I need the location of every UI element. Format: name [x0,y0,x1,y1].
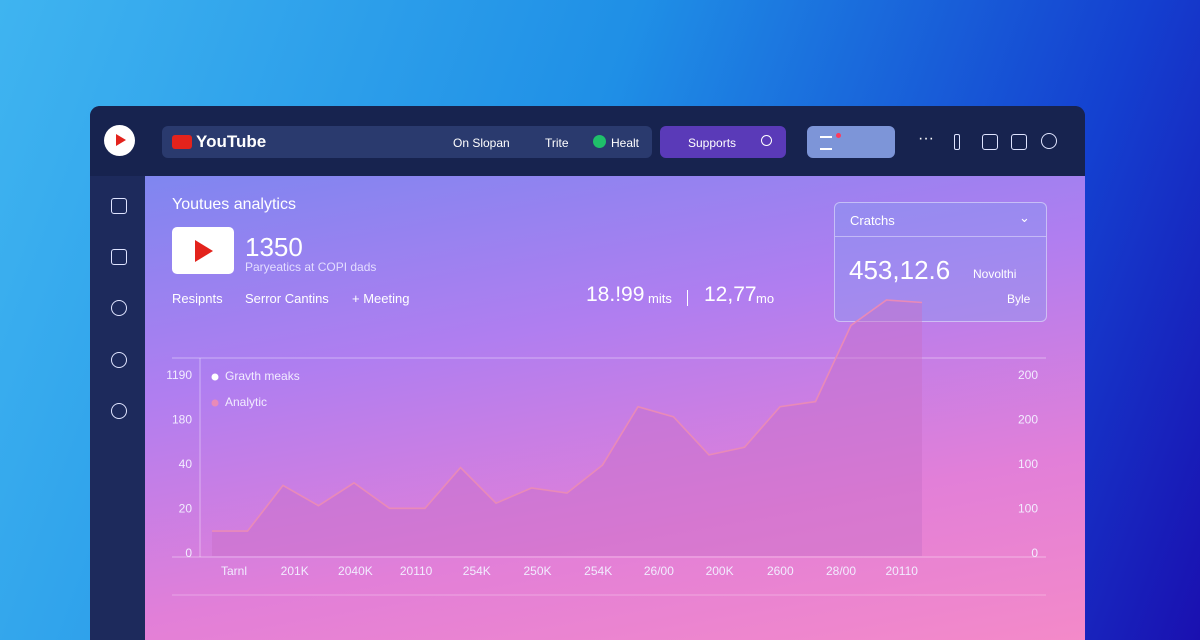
upload-icon[interactable] [982,134,998,150]
nav-icon[interactable] [111,300,127,316]
tab-icon [593,135,606,148]
stat-unit: mits [648,291,672,306]
y2-tick-label: 200 [1018,368,1038,382]
stat-value: 18.!99 [586,283,645,306]
stat-value: 12,77 [704,283,757,306]
legend-label: Gravth meaks [225,369,300,383]
clip-icon[interactable] [1011,134,1027,150]
x-tick-label: 200K [706,564,734,578]
nav-icon[interactable] [111,249,127,265]
y2-tick-label: 200 [1018,413,1038,427]
legend-swatch [211,399,219,407]
y2-tick-label: 0 [1031,546,1038,560]
y-tick-label: 20 [179,502,193,516]
card-title: Cratchs [850,213,895,228]
sidebar [90,176,145,640]
card-value: 453,12.6 [849,255,951,285]
subtitle: Paryeatics at COPI dads [245,260,377,274]
search-icon[interactable] [761,135,772,146]
area [212,300,922,556]
stats-card[interactable]: Cratchs ⌄ 453,12.6 Novolthi Byle [834,202,1047,322]
nav-icon[interactable] [111,352,127,368]
count: 1350 [245,232,303,262]
search-label[interactable]: Supports [688,136,737,150]
content: Youtues analytics 1350 Paryeatics at COP… [145,176,1085,640]
logo[interactable] [104,125,135,156]
notify-dot [836,133,841,138]
link[interactable]: Resipnts [172,291,223,306]
y2-tick-label: 100 [1018,502,1038,516]
x-tick-label: 20110 [885,564,918,578]
nav-icon[interactable] [111,198,127,214]
divider [687,290,688,306]
x-tick-label: Tarnl [221,564,247,578]
x-tick-label: 20110 [400,564,433,578]
top-bar: YouTube On Slopan Trite Healt Supports ·… [90,106,1085,176]
link[interactable]: + Meeting [352,291,410,306]
toggle-group[interactable] [807,126,895,158]
card-chevron[interactable]: ⌄ [1019,210,1030,225]
x-tick-label: 26/00 [644,564,674,578]
brand-icon [172,135,192,149]
share-icon[interactable] [954,134,960,150]
x-tick-label: 28/00 [826,564,856,578]
nav-icon[interactable] [111,403,127,419]
brand[interactable]: YouTube [196,132,267,151]
tab[interactable]: Healt [611,136,640,150]
link[interactable]: Serror Cantins [245,291,329,306]
x-tick-label: 2040K [338,564,373,578]
card-divider [835,236,1046,237]
x-tick-label: 2600 [767,564,794,578]
tab[interactable]: Trite [545,136,569,150]
x-tick-label: 254K [584,564,612,578]
stat-unit: mo [756,291,775,306]
x-tick-label: 250K [523,564,551,578]
app-window: YouTube On Slopan Trite Healt Supports ·… [90,106,1085,640]
menu-icon[interactable] [820,136,832,150]
y2-tick-label: 100 [1018,457,1038,471]
legend-label: Analytic [225,395,267,409]
page-title: Youtues analytics [172,196,296,213]
video-thumb[interactable] [172,227,234,274]
y-tick-label: 180 [172,413,192,427]
card-note: Byle [1007,292,1031,306]
globe-icon[interactable] [1041,133,1057,149]
card-label: Novolthi [973,267,1017,281]
nav-bar [162,126,652,158]
tab[interactable]: On Slopan [453,136,510,150]
y-tick-label: 1190 [166,368,192,382]
y-tick-label: 40 [179,457,193,471]
y-tick-label: 0 [185,546,192,560]
more-icon[interactable]: ··· [918,130,934,147]
line [212,299,923,532]
legend-swatch [211,373,219,381]
x-tick-label: 201K [281,564,309,578]
x-tick-label: 254K [463,564,491,578]
